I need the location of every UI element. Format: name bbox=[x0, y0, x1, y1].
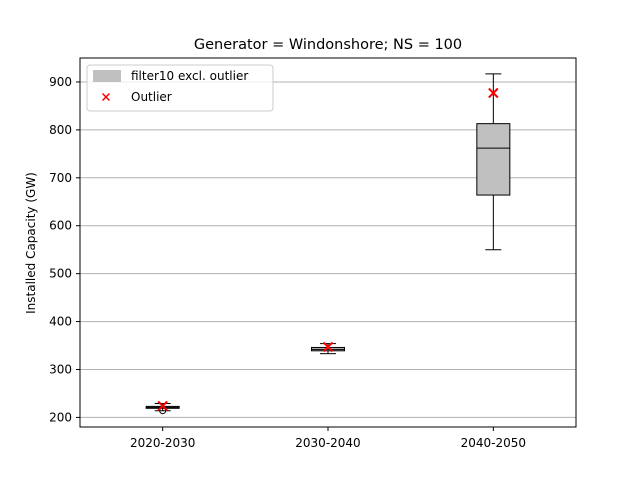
y-tick-label: 400 bbox=[49, 315, 72, 329]
y-axis-label: Installed Capacity (GW) bbox=[24, 172, 38, 314]
y-tick-label: 700 bbox=[49, 171, 72, 185]
chart-title: Generator = Windonshore; NS = 100 bbox=[194, 37, 462, 53]
outlier-markers bbox=[157, 87, 499, 412]
y-tick-label: 900 bbox=[49, 75, 72, 89]
legend-label-outlier: Outlier bbox=[131, 90, 172, 104]
y-tick-label: 500 bbox=[49, 267, 72, 281]
y-tick-label: 300 bbox=[49, 362, 72, 376]
x-tick-label: 2030-2040 bbox=[295, 436, 360, 450]
legend: filter10 excl. outlier Outlier bbox=[86, 64, 274, 112]
box-plot-2040-2050 bbox=[476, 73, 511, 251]
x-tick-label: 2040-2050 bbox=[461, 436, 526, 450]
legend-label-box: filter10 excl. outlier bbox=[131, 69, 248, 83]
y-tick-label: 800 bbox=[49, 123, 72, 137]
box-plots bbox=[145, 73, 511, 415]
x-tick-label: 2020-2030 bbox=[130, 436, 195, 450]
outlier-marker-2040-2050 bbox=[488, 87, 499, 99]
legend-swatch-box bbox=[93, 70, 121, 82]
y-tick-label: 200 bbox=[49, 410, 72, 424]
y-axis-ticks: 200 300 400 500 600 700 800 900 bbox=[49, 75, 80, 424]
flier-point bbox=[159, 407, 167, 415]
outlier-marker-2020-2030 bbox=[157, 400, 168, 412]
x-axis-ticks: 2020-2030 2030-2040 2040-2050 bbox=[130, 427, 526, 450]
outlier-marker-2030-2040 bbox=[322, 341, 334, 353]
legend-swatch-outlier bbox=[101, 92, 111, 102]
y-tick-label: 600 bbox=[49, 219, 72, 233]
box-iqr bbox=[476, 123, 511, 196]
legend-frame bbox=[86, 64, 274, 112]
